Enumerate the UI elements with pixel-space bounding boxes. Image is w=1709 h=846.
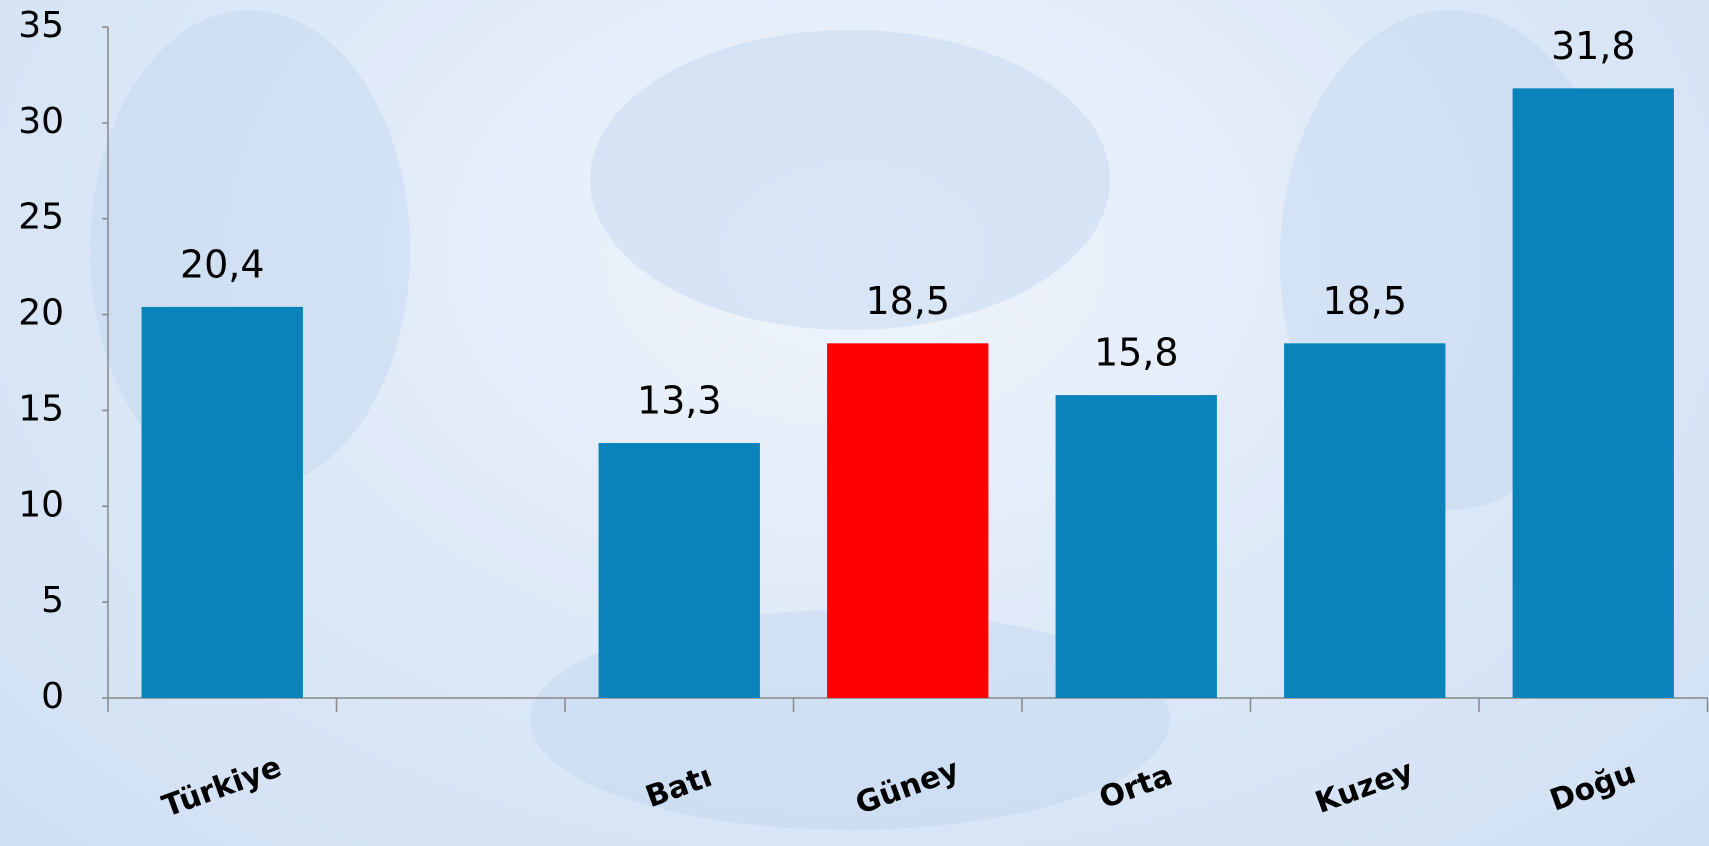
y-tick-label: 15	[18, 388, 64, 429]
y-tick-label: 5	[41, 580, 64, 621]
bar	[1055, 395, 1217, 698]
y-tick-label: 0	[41, 676, 64, 717]
y-tick-label: 30	[18, 101, 64, 142]
value-label: 20,4	[180, 242, 265, 286]
value-label: 31,8	[1551, 24, 1636, 68]
value-label: 13,3	[637, 379, 722, 423]
value-label: 18,5	[865, 279, 950, 323]
value-label: 18,5	[1322, 279, 1407, 323]
y-tick-label: 10	[18, 484, 64, 525]
y-tick-label: 20	[18, 293, 64, 334]
x-tick-label: Türkiye	[158, 749, 286, 824]
x-tick-label: Doğu	[1545, 756, 1640, 819]
x-tick-label: Kuzey	[1311, 753, 1419, 821]
bar	[141, 306, 303, 698]
bar	[598, 443, 760, 698]
bar	[1284, 343, 1446, 698]
y-tick-label: 25	[18, 197, 64, 238]
bar	[1512, 88, 1674, 698]
bar	[827, 343, 989, 698]
value-label: 15,8	[1094, 331, 1179, 375]
ornament	[590, 30, 1110, 330]
y-tick-label: 35	[18, 5, 64, 46]
